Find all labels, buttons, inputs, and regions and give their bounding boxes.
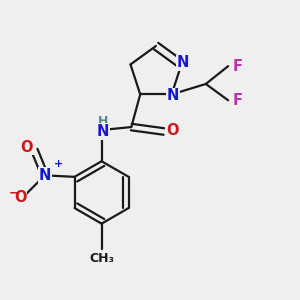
Text: H: H: [98, 115, 108, 128]
Text: O: O: [14, 190, 26, 205]
Text: O: O: [21, 140, 33, 154]
Text: +: +: [54, 159, 64, 169]
Text: F: F: [233, 58, 243, 74]
Text: N: N: [177, 56, 189, 70]
Text: N: N: [97, 124, 109, 139]
Text: CH₃: CH₃: [89, 252, 114, 265]
Text: N: N: [167, 88, 179, 103]
Text: O: O: [166, 122, 178, 137]
Text: F: F: [233, 93, 243, 108]
Text: −: −: [9, 186, 20, 199]
Text: N: N: [39, 168, 51, 183]
